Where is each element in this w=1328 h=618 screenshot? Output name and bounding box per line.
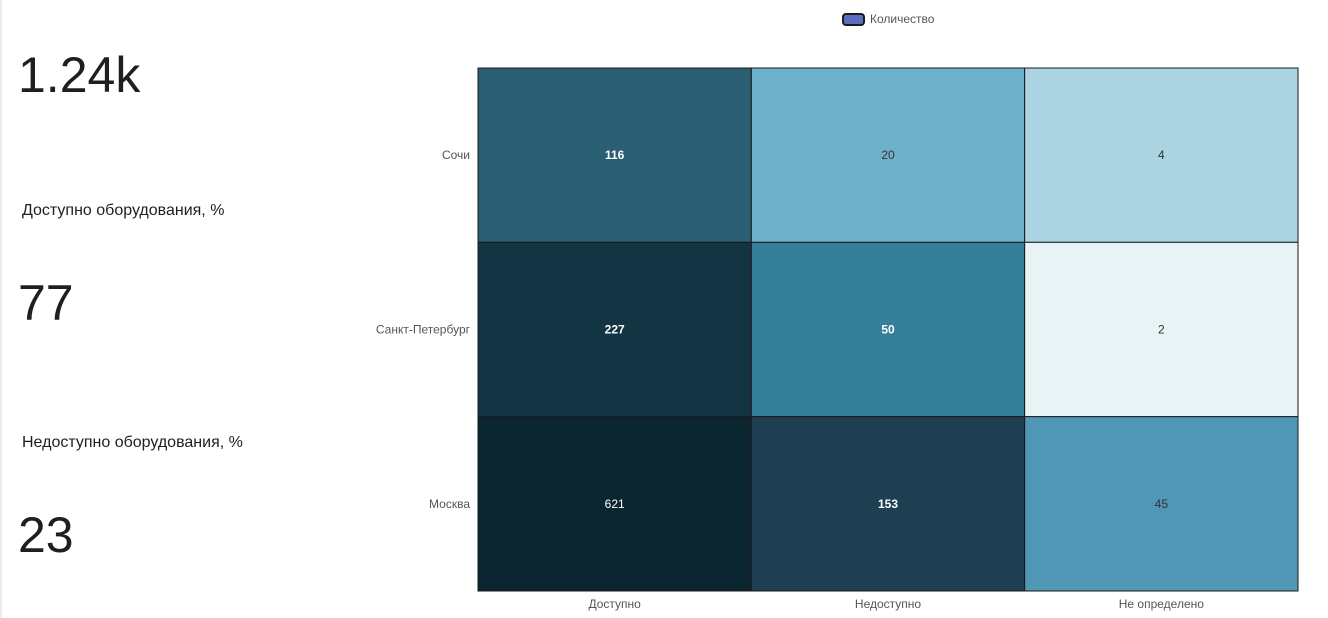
x-tick-label: Не определено: [1119, 597, 1205, 611]
kpi-unavailable-value: 23: [18, 507, 74, 563]
heatmap-cell[interactable]: [750, 67, 1026, 243]
x-tick-label: Недоступно: [855, 597, 922, 611]
left-divider: [0, 0, 2, 618]
heatmap-cell[interactable]: [1024, 241, 1299, 418]
cell-value-label: 2: [1158, 323, 1165, 337]
heatmap-cell[interactable]: [750, 416, 1026, 592]
kpi-available-label: Доступно оборудования, %: [22, 202, 225, 219]
cell-value-label: 20: [881, 148, 895, 162]
x-tick-label: Доступно: [588, 597, 641, 611]
cell-value-label: 50: [881, 323, 895, 337]
heatmap-cell[interactable]: [1024, 416, 1299, 592]
cell-value-label: 116: [605, 148, 625, 162]
cell-value-label: 621: [605, 497, 625, 511]
y-tick-label: Санкт-Петербург: [376, 323, 471, 337]
chart-legend[interactable]: Количество: [842, 12, 934, 26]
kpi-available-value: 77: [18, 275, 74, 331]
y-tick-label: Сочи: [442, 148, 470, 162]
kpi-total-value: 1.24k: [18, 47, 141, 103]
kpi-unavailable-label: Недоступно оборудования, %: [22, 434, 243, 451]
heatmap-cell[interactable]: [1024, 67, 1299, 243]
legend-label: Количество: [870, 12, 935, 26]
heatmap-cell[interactable]: [477, 67, 752, 243]
cell-value-label: 45: [1155, 497, 1169, 511]
heatmap-cell[interactable]: [477, 241, 752, 418]
legend-swatch: [842, 12, 865, 26]
cell-value-label: 153: [878, 497, 898, 511]
cell-value-label: 227: [605, 323, 625, 337]
cell-value-label: 4: [1158, 148, 1165, 162]
y-tick-label: Москва: [429, 497, 470, 511]
